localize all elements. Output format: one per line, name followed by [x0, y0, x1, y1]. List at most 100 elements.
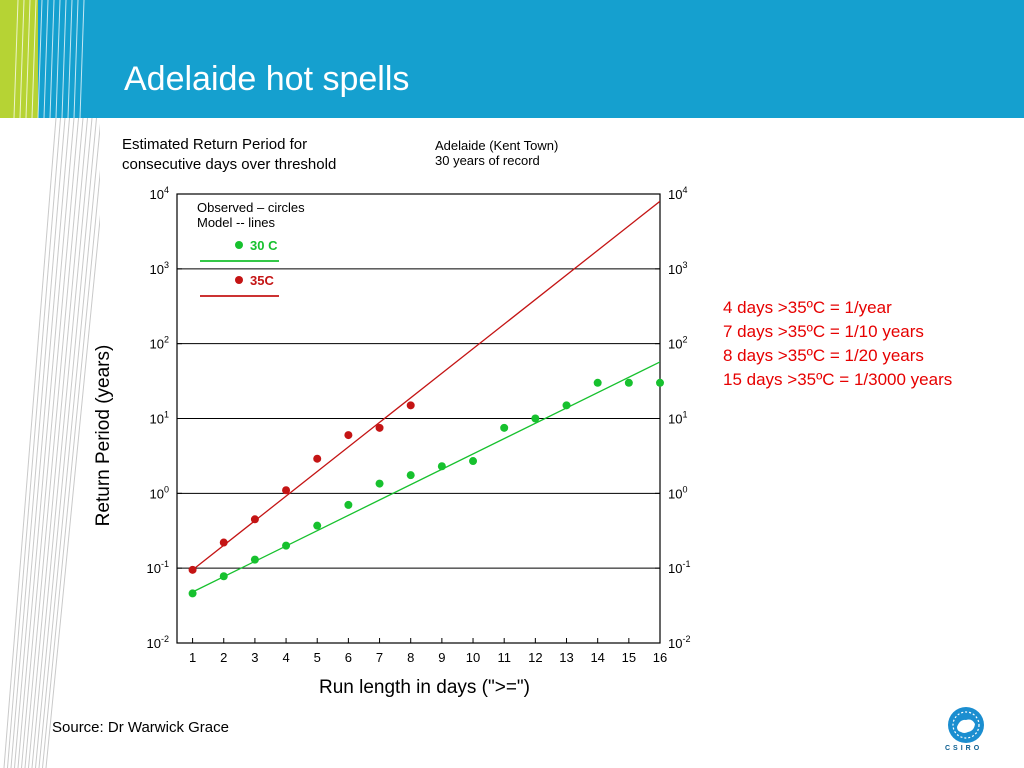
data-point: [562, 401, 571, 410]
y-tick-label-right: 10-1: [668, 559, 690, 576]
x-tick-label: 16: [653, 650, 667, 665]
data-point: [344, 500, 353, 509]
data-point: [188, 589, 197, 598]
data-point: [500, 423, 509, 432]
legend-marker: [235, 276, 243, 284]
legend-note: Observed – circles: [197, 200, 305, 215]
x-tick-label: 14: [590, 650, 604, 665]
data-point: [531, 414, 540, 423]
y-tick-label-left: 101: [150, 410, 169, 427]
x-tick-label: 2: [220, 650, 227, 665]
decor-stripe: [3, 118, 57, 768]
data-point: [593, 378, 602, 387]
y-tick-label-left: 102: [150, 335, 169, 352]
decor-stripe: [28, 118, 88, 768]
decor-stripe: [14, 118, 70, 768]
decor-stripe: [10, 118, 66, 768]
legend-note: Model -- lines: [197, 215, 276, 230]
decorative-stripes: [3, 118, 100, 768]
decor-stripe: [38, 123, 100, 768]
decor-stripe: [35, 118, 97, 768]
return-period-chart: Estimated Return Period for consecutive …: [93, 136, 690, 698]
decor-stripe: [7, 118, 61, 768]
header-stripe: [43, 0, 49, 118]
decor-stripe: [42, 169, 100, 768]
header-stripe: [37, 0, 43, 118]
header-stripe: [79, 0, 85, 118]
y-tick-label-right: 102: [668, 335, 687, 352]
annotation-line-1: 4 days >35ºC = 1/year: [723, 298, 892, 317]
data-point: [469, 457, 478, 466]
data-point: [406, 401, 415, 410]
y-tick-label-left: 104: [150, 185, 169, 202]
decor-stripe: [24, 118, 84, 768]
legend-marker: [235, 241, 243, 249]
data-point: [282, 486, 291, 495]
data-point: [250, 515, 259, 524]
model-line: [192, 200, 660, 571]
data-point: [313, 521, 322, 530]
x-tick-label: 9: [438, 650, 445, 665]
data-point: [219, 538, 228, 547]
decor-stripe: [45, 214, 100, 768]
data-point: [250, 555, 259, 564]
x-tick-label: 5: [314, 650, 321, 665]
data-point: [375, 423, 384, 432]
header-stripe: [61, 0, 67, 118]
annotation-line-4: 15 days >35ºC = 1/3000 years: [723, 370, 953, 389]
header-stripe: [55, 0, 61, 118]
x-tick-label: 8: [407, 650, 414, 665]
y-tick-label-left: 10-2: [147, 634, 169, 651]
logo-text: CSIRO: [945, 745, 983, 752]
y-tick-label-left: 103: [150, 260, 169, 277]
y-tick-label-left: 100: [150, 484, 169, 501]
data-point: [313, 454, 322, 463]
x-tick-label: 13: [559, 650, 573, 665]
header-stripe: [67, 0, 73, 118]
chart-subtitle-line-1: Adelaide (Kent Town): [435, 138, 558, 153]
x-tick-label: 4: [282, 650, 289, 665]
y-tick-label-right: 100: [668, 484, 687, 501]
y-axis-label: Return Period (years): [93, 345, 114, 527]
decor-stripe: [17, 118, 75, 768]
data-point: [375, 479, 384, 488]
decor-stripe: [31, 118, 93, 768]
x-tick-label: 6: [345, 650, 352, 665]
model-line: [192, 361, 660, 593]
data-point: [344, 431, 353, 440]
header-stripe: [49, 0, 55, 118]
header-accent-bar: [0, 0, 38, 118]
data-point: [406, 471, 415, 480]
header-stripe: [13, 0, 19, 118]
header-stripe: [19, 0, 25, 118]
csiro-logo-icon: [948, 707, 984, 743]
decor-stripe: [21, 118, 79, 768]
x-tick-label: 10: [466, 650, 480, 665]
data-point: [219, 572, 228, 581]
y-tick-label-left: 10-1: [147, 559, 169, 576]
x-axis-label: Run length in days (">="): [319, 677, 530, 698]
annotation-line-2: 7 days >35ºC = 1/10 years: [723, 322, 924, 341]
header-stripe: [31, 0, 37, 118]
data-point: [624, 378, 633, 387]
y-tick-label-right: 101: [668, 410, 687, 427]
chart-subtitle-line-2: 30 years of record: [435, 153, 540, 168]
legend-label: 30 C: [250, 238, 278, 253]
chart-title-line-2: consecutive days over threshold: [122, 156, 336, 173]
header-stripe: [25, 0, 31, 118]
x-tick-label: 3: [251, 650, 258, 665]
legend-label: 35C: [250, 273, 274, 288]
annotation-line-3: 8 days >35ºC = 1/20 years: [723, 346, 924, 365]
x-tick-label: 11: [497, 650, 511, 665]
chart-title-line-1: Estimated Return Period for: [122, 136, 307, 153]
header-stripe: [73, 0, 79, 118]
slide-header: Adelaide hot spells: [0, 0, 1024, 118]
header-stripes: [13, 0, 85, 118]
x-tick-label: 1: [189, 650, 196, 665]
data-point: [656, 378, 664, 387]
slide-title: Adelaide hot spells: [124, 60, 410, 98]
x-tick-label: 7: [376, 650, 383, 665]
data-point: [437, 462, 446, 471]
x-tick-label: 12: [528, 650, 542, 665]
x-tick-label: 15: [622, 650, 636, 665]
